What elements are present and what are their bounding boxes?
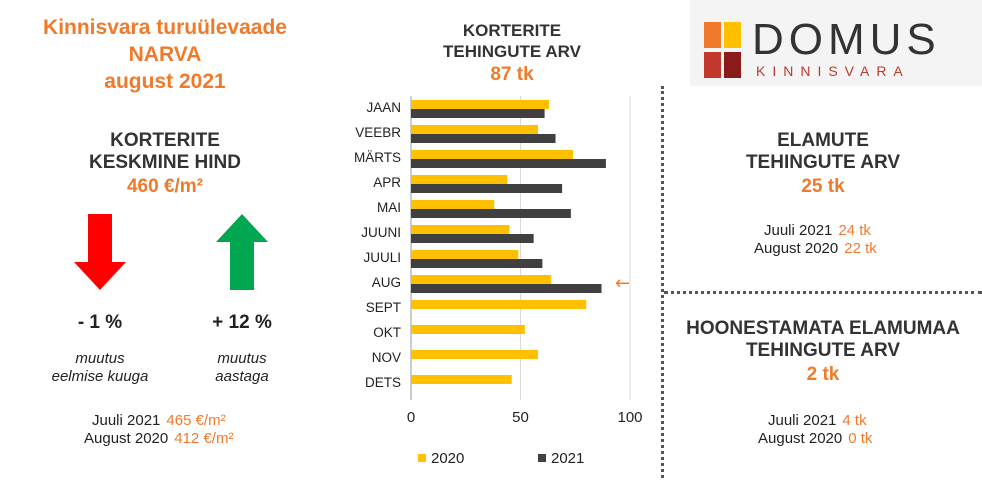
arrow-up-icon xyxy=(216,214,268,290)
bar-2020-JUULI xyxy=(411,250,519,259)
monthly-change-note-line1: muutus xyxy=(75,350,125,367)
land-compare: Juuli 2021 4 tk August 2020 0 tk xyxy=(758,412,872,448)
highlight-arrow-icon: ← xyxy=(615,273,630,294)
legend-label: 2021 xyxy=(551,450,585,467)
category-label: JUULI xyxy=(363,250,401,265)
compare-label: Juuli 2021 xyxy=(92,412,161,429)
category-label: APR xyxy=(373,175,401,190)
report-title: Kinnisvara turuülevaade NARVA august 202… xyxy=(0,14,330,95)
bar-2020-NOV xyxy=(411,350,539,359)
legend-swatch xyxy=(538,454,546,462)
category-label: DETS xyxy=(365,375,401,390)
compare-label: August 2020 xyxy=(754,240,839,257)
report-title-line1: Kinnisvara turuülevaade xyxy=(43,16,287,39)
compare-value: 465 €/m² xyxy=(166,412,226,429)
bar-2020-VEEBR xyxy=(411,125,539,134)
category-label: MAI xyxy=(377,200,401,215)
land-heading-line2: TEHINGUTE ARV xyxy=(745,340,901,361)
compare-value: 4 tk xyxy=(842,412,867,429)
category-label: AUG xyxy=(372,275,401,290)
bar-2021-MÄRTS xyxy=(411,159,606,168)
compare-value: 22 tk xyxy=(844,240,877,257)
bar-2020-AUG xyxy=(411,275,552,284)
houses-compare: Juuli 2021 24 tk August 2020 22 tk xyxy=(754,222,877,258)
bar-2020-MÄRTS xyxy=(411,150,574,159)
chart-title-line2: TEHINGUTE ARV xyxy=(443,42,581,61)
bar-2020-DETS xyxy=(411,375,512,384)
avg-price-heading-line1: KORTERITE xyxy=(110,130,220,151)
category-label: VEEBR xyxy=(355,125,401,140)
x-tick-label: 50 xyxy=(512,409,529,426)
compare-row: Juuli 2021 24 tk xyxy=(754,222,877,240)
houses-value: 25 tk xyxy=(801,176,845,197)
houses-heading-line2: TEHINGUTE ARV xyxy=(745,152,901,173)
compare-label: Juuli 2021 xyxy=(764,222,833,239)
bar-2021-APR xyxy=(411,184,563,193)
houses-heading: ELAMUTE TEHINGUTE ARV xyxy=(664,130,982,174)
x-tick-label: 100 xyxy=(617,409,642,426)
vertical-divider xyxy=(661,86,664,478)
compare-row: Juuli 2021 465 €/m² xyxy=(84,412,233,430)
bar-2021-MAI xyxy=(411,209,571,218)
legend-label: 2020 xyxy=(431,450,465,467)
category-label: MÄRTS xyxy=(354,150,401,165)
houses-heading-line1: ELAMUTE xyxy=(777,130,869,151)
compare-row: Juuli 2021 4 tk xyxy=(758,412,872,430)
bar-2020-JUUNI xyxy=(411,225,510,234)
monthly-change-value: - 1 % xyxy=(77,312,123,333)
arrow-down-icon xyxy=(74,214,126,290)
report-title-city: NARVA xyxy=(128,43,202,66)
bar-2021-AUG xyxy=(411,284,602,293)
logo-wordmark: DOMUS xyxy=(752,15,941,64)
horizontal-divider xyxy=(664,291,982,294)
yearly-change-note-line1: muutus xyxy=(217,350,267,367)
bar-2021-JUUNI xyxy=(411,234,534,243)
monthly-change-note: muutus eelmise kuuga xyxy=(30,350,170,386)
compare-row: August 2020 0 tk xyxy=(758,430,872,448)
compare-value: 0 tk xyxy=(848,430,873,447)
category-label: SEPT xyxy=(366,300,401,315)
compare-label: Juuli 2021 xyxy=(768,412,837,429)
chart-title-line1: KORTERITE xyxy=(462,21,562,40)
chart-total: 87 tk xyxy=(490,64,534,85)
category-label: JAAN xyxy=(366,100,401,115)
legend-item-2021: 2021 xyxy=(538,450,584,467)
logo-mark-icon xyxy=(704,22,741,78)
yearly-change-note-line2: aastaga xyxy=(215,368,269,385)
category-label: OKT xyxy=(373,325,401,340)
x-tick-label: 0 xyxy=(407,409,415,426)
bar-2020-APR xyxy=(411,175,508,184)
compare-label: August 2020 xyxy=(84,430,169,447)
bar-2021-VEEBR xyxy=(411,134,556,143)
chart-title: KORTERITE TEHINGUTE ARV xyxy=(378,20,646,62)
legend-swatch xyxy=(418,454,426,462)
land-value: 2 tk xyxy=(806,364,840,385)
land-heading: HOONESTAMATA ELAMUMAA TEHINGUTE ARV xyxy=(664,318,982,362)
bar-2020-MAI xyxy=(411,200,495,209)
avg-price-heading-line2: KESKMINE HIND xyxy=(88,152,241,173)
category-label: JUUNI xyxy=(361,225,401,240)
bar-2020-JAAN xyxy=(411,100,549,109)
monthly-change-note-line2: eelmise kuuga xyxy=(51,368,149,385)
report-title-period: august 2021 xyxy=(104,70,226,93)
category-label: NOV xyxy=(372,350,401,365)
compare-value: 24 tk xyxy=(838,222,871,239)
bar-2021-JUULI xyxy=(411,259,543,268)
transactions-bar-chart: 0 50 100 JAAN VEEBR MÄRTS APR MAI JUUNI JUULI AUG ←… xyxy=(354,96,643,426)
yearly-change-value: + 12 % xyxy=(212,312,272,333)
logo-subtitle: KINNISVARA xyxy=(756,63,910,79)
avg-price-compare: Juuli 2021 465 €/m² August 2020 412 €/m² xyxy=(84,412,233,448)
avg-price-value: 460 €/m² xyxy=(126,176,204,197)
bar-2020-OKT xyxy=(411,325,525,334)
compare-row: August 2020 412 €/m² xyxy=(84,430,233,448)
yearly-change-note: muutus aastaga xyxy=(172,350,312,386)
compare-row: August 2020 22 tk xyxy=(754,240,877,258)
land-heading-line1: HOONESTAMATA ELAMUMAA xyxy=(686,318,960,339)
bar-2021-JAAN xyxy=(411,109,545,118)
compare-value: 412 €/m² xyxy=(174,430,234,447)
legend-item-2020: 2020 xyxy=(418,450,464,467)
bar-2020-SEPT xyxy=(411,300,587,309)
avg-price-heading: KORTERITE KESKMINE HIND xyxy=(0,130,330,174)
compare-label: August 2020 xyxy=(758,430,843,447)
